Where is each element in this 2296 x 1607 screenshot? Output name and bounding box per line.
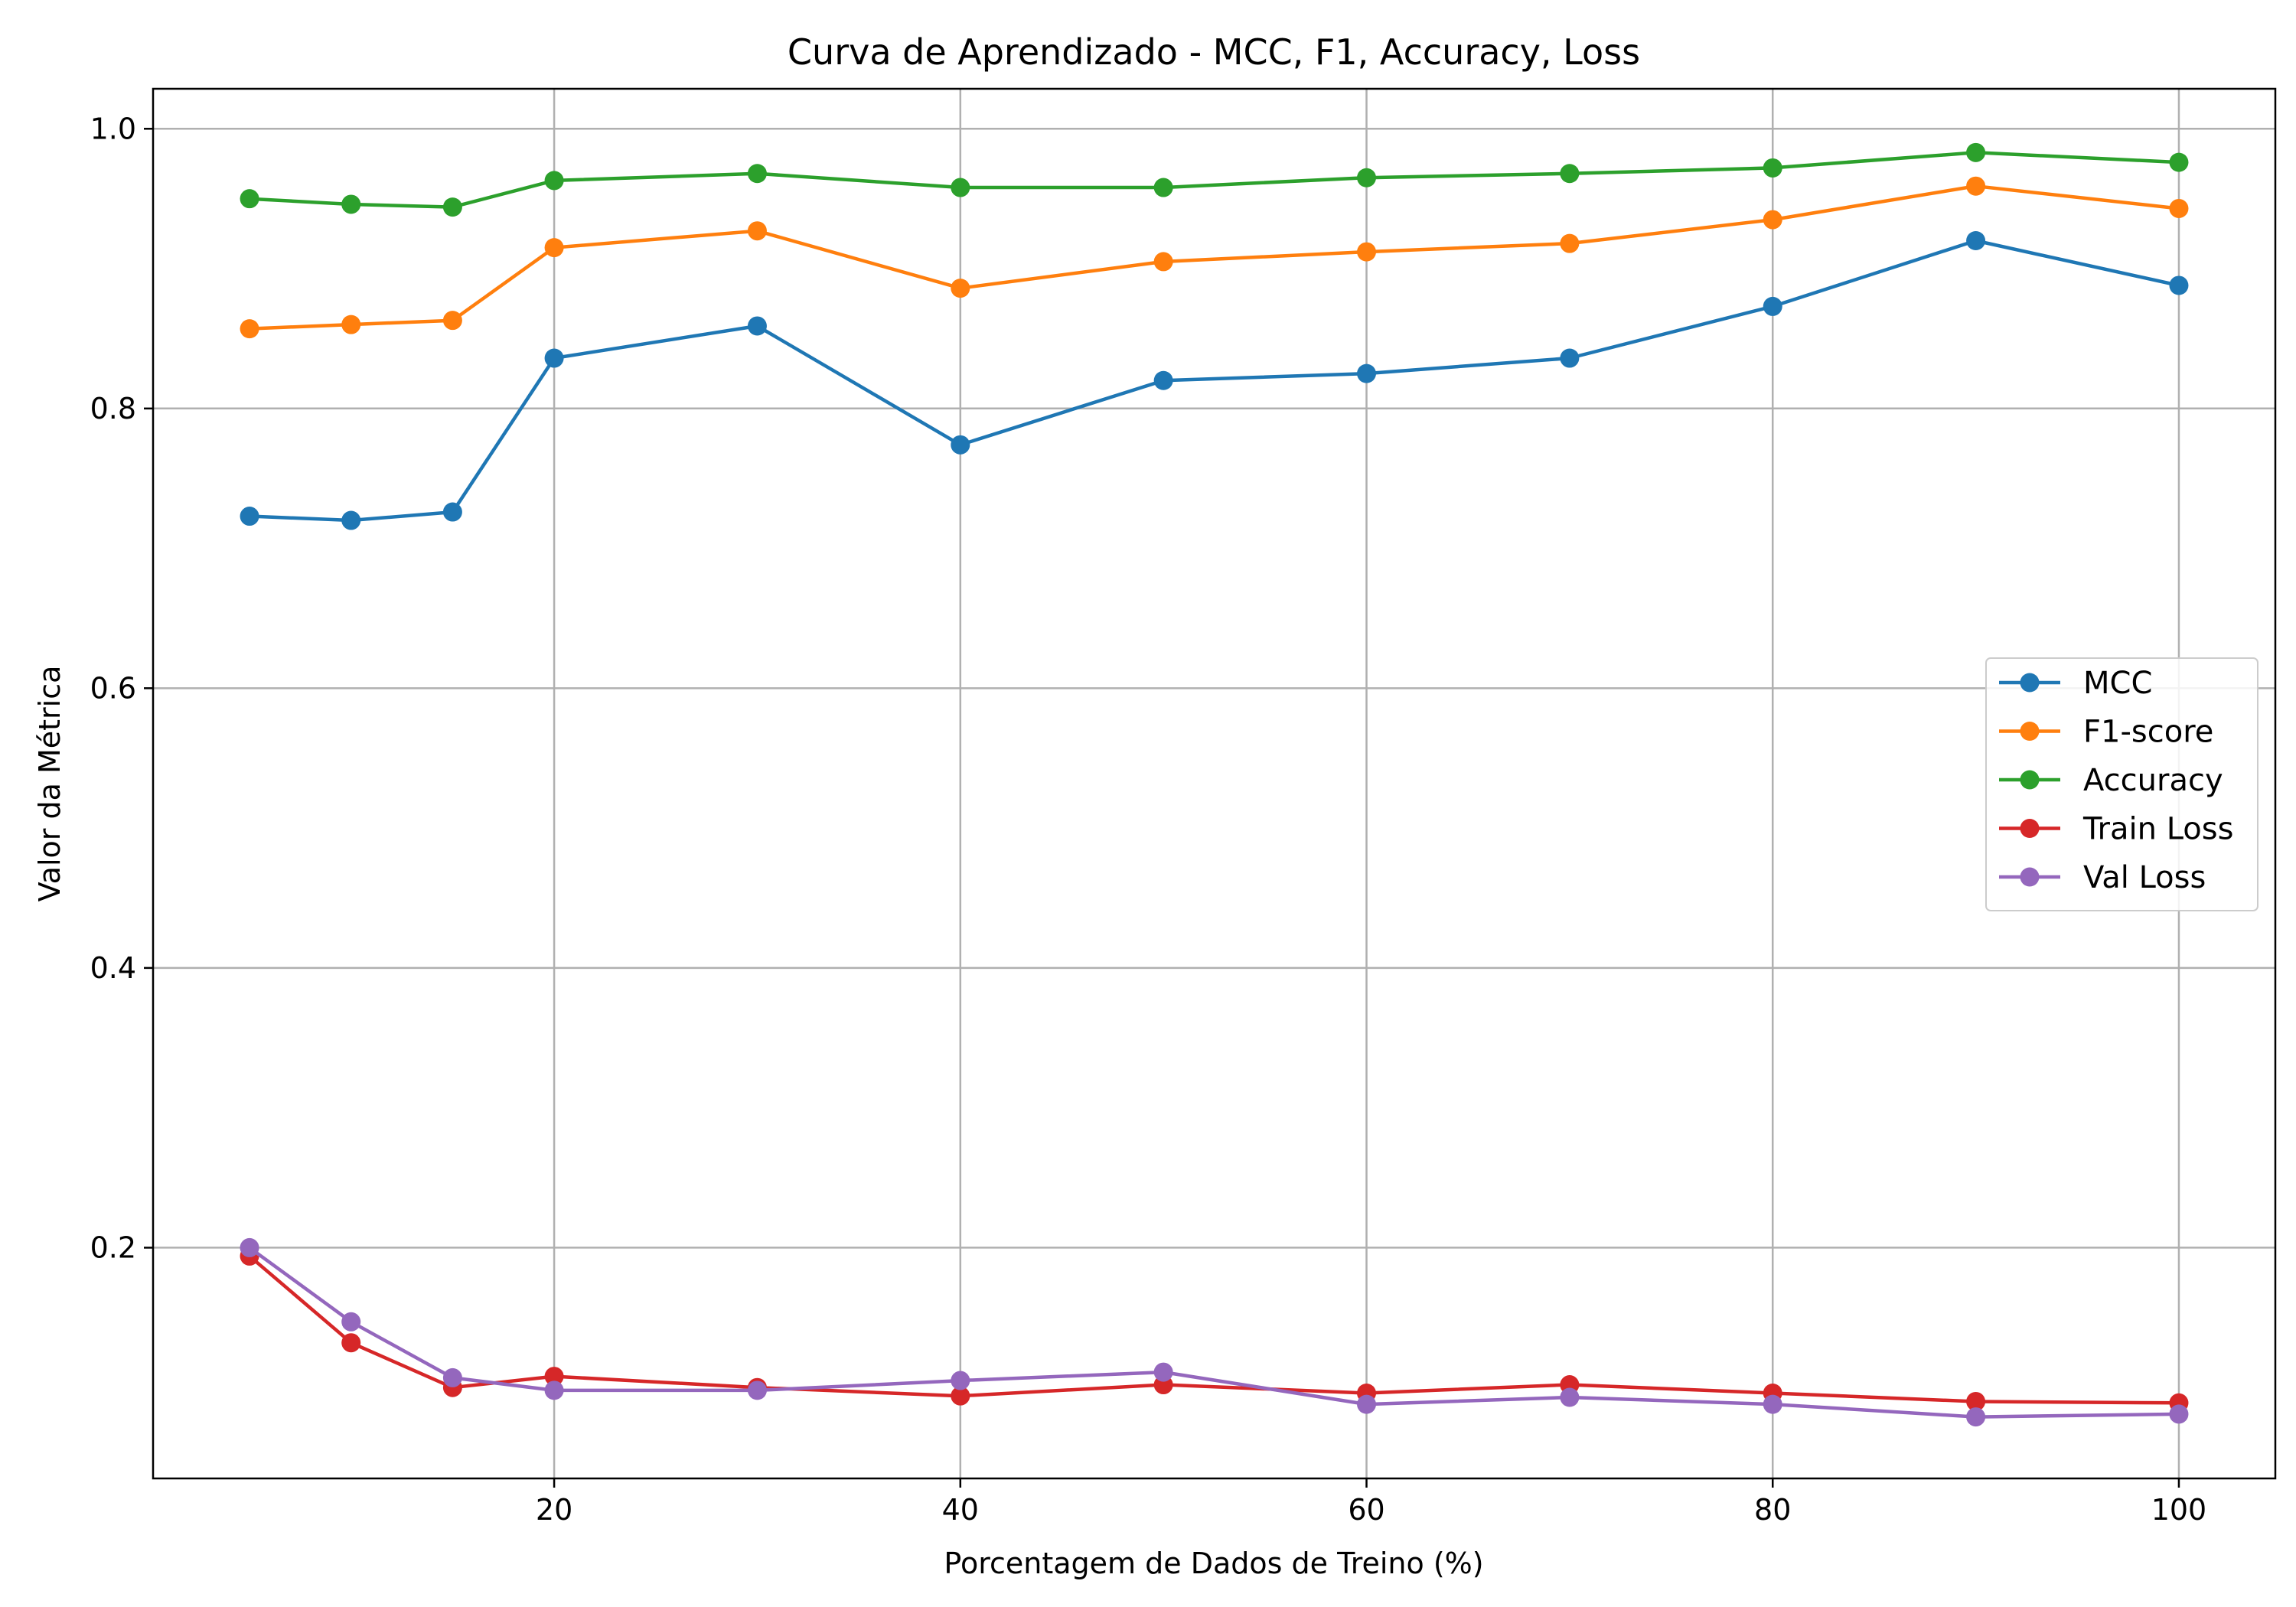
legend-marker xyxy=(2020,673,2040,693)
series-line-mcc xyxy=(247,239,2181,523)
legend-marker xyxy=(2020,867,2040,887)
x-tick-label: 20 xyxy=(536,1493,572,1527)
legend-items: MCC F1-score Accuracy Train Loss Val Loss xyxy=(1999,666,2233,895)
data-point-mcc xyxy=(1560,348,1580,368)
legend-marker xyxy=(2020,819,2040,838)
y-tick-label: 0.2 xyxy=(90,1231,136,1264)
legend: MCC F1-score Accuracy Train Loss Val Loss xyxy=(1985,657,2258,911)
y-tick-label: 0.4 xyxy=(90,951,136,985)
data-point-val-loss xyxy=(544,1380,564,1400)
data-point-val-loss xyxy=(747,1380,767,1400)
ticks: 20 40 60 80 100 0.2 0.4 0.6 0.8 1.0 xyxy=(90,112,2207,1527)
legend-marker xyxy=(2020,722,2040,741)
data-point-val-loss xyxy=(1966,1407,1986,1427)
data-point-val-loss xyxy=(1763,1394,1782,1414)
x-axis-label: Porcentagem de Dados de Treino (%) xyxy=(944,1547,1483,1580)
data-point-train-loss xyxy=(544,1367,564,1387)
data-point-train-loss xyxy=(1966,1391,1986,1411)
data-point-val-loss xyxy=(951,1371,970,1390)
legend-label: F1-score xyxy=(2083,715,2213,750)
x-tick-label: 100 xyxy=(2151,1493,2207,1527)
data-point-accuracy xyxy=(341,194,361,214)
data-point-mcc xyxy=(1357,363,1377,383)
data-point-f1-score xyxy=(442,311,462,331)
data-point-train-loss xyxy=(951,1386,970,1406)
data-point-accuracy xyxy=(1560,164,1580,184)
data-point-f1-score xyxy=(747,221,767,241)
data-point-accuracy xyxy=(1763,158,1782,178)
data-point-mcc xyxy=(951,435,970,455)
chart-title: Curva de Aprendizado - MCC, F1, Accuracy… xyxy=(788,31,1640,73)
legend-marker xyxy=(2020,770,2040,790)
data-point-f1-score xyxy=(951,279,970,298)
x-tick-label: 60 xyxy=(1348,1493,1384,1527)
data-point-f1-score xyxy=(1560,233,1580,253)
legend-label: Accuracy xyxy=(2083,763,2223,798)
series-mcc xyxy=(240,230,2189,530)
x-tick-label: 40 xyxy=(942,1493,979,1527)
data-point-mcc xyxy=(2169,275,2189,295)
data-point-val-loss xyxy=(341,1312,361,1332)
data-point-val-loss xyxy=(442,1367,462,1387)
data-point-val-loss xyxy=(240,1237,259,1257)
plot-frame xyxy=(152,87,2277,1480)
y-tick-label: 0.8 xyxy=(90,392,136,425)
legend-label: MCC xyxy=(2083,666,2152,701)
legend-item-train-loss: Train Loss xyxy=(1999,812,2233,847)
series-f1-score xyxy=(240,176,2189,339)
series-line-f1-score xyxy=(247,184,2181,331)
data-point-f1-score xyxy=(341,315,361,334)
data-point-val-loss xyxy=(2169,1404,2189,1424)
data-point-val-loss xyxy=(1357,1394,1377,1414)
data-point-f1-score xyxy=(1357,242,1377,262)
data-point-accuracy xyxy=(1966,142,1986,162)
legend-label: Train Loss xyxy=(2082,812,2233,847)
legend-item-accuracy: Accuracy xyxy=(1999,763,2223,798)
legend-box xyxy=(1985,657,2258,911)
data-point-f1-score xyxy=(2169,198,2189,218)
series-line-train-loss xyxy=(247,1254,2181,1405)
legend-item-mcc: MCC xyxy=(1999,666,2152,701)
data-point-accuracy xyxy=(544,171,564,191)
x-tick-label: 80 xyxy=(1754,1493,1791,1527)
data-point-mcc xyxy=(1966,230,1986,250)
data-point-f1-score xyxy=(544,238,564,258)
legend-item-f1-score: F1-score xyxy=(1999,715,2213,750)
legend-item-val-loss: Val Loss xyxy=(1999,860,2206,895)
series-accuracy xyxy=(240,142,2189,217)
data-point-accuracy xyxy=(240,189,259,209)
data-point-accuracy xyxy=(442,197,462,217)
data-point-accuracy xyxy=(1357,168,1377,187)
data-point-val-loss xyxy=(1560,1387,1580,1407)
data-point-mcc xyxy=(1763,296,1782,316)
data-point-f1-score xyxy=(1966,176,1986,196)
data-point-f1-score xyxy=(1153,252,1173,272)
data-point-f1-score xyxy=(1763,210,1782,230)
series-val-loss xyxy=(240,1237,2189,1427)
data-point-mcc xyxy=(747,316,767,336)
data-point-val-loss xyxy=(1153,1362,1173,1382)
series-line-accuracy xyxy=(247,151,2181,209)
data-point-accuracy xyxy=(747,164,767,184)
data-point-mcc xyxy=(544,348,564,368)
legend-label: Val Loss xyxy=(2083,860,2206,895)
data-point-mcc xyxy=(1153,370,1173,390)
y-tick-label: 0.6 xyxy=(90,671,136,705)
data-point-mcc xyxy=(240,507,259,526)
data-point-f1-score xyxy=(240,319,259,339)
data-point-accuracy xyxy=(951,178,970,197)
series-line-val-loss xyxy=(247,1246,2181,1419)
data-point-accuracy xyxy=(2169,152,2189,172)
y-axis-label: Valor da Métrica xyxy=(33,666,67,902)
series-group xyxy=(240,142,2189,1427)
data-point-mcc xyxy=(341,510,361,530)
data-point-train-loss xyxy=(341,1333,361,1353)
data-point-accuracy xyxy=(1153,178,1173,197)
data-point-mcc xyxy=(442,502,462,522)
y-tick-label: 1.0 xyxy=(90,112,136,145)
